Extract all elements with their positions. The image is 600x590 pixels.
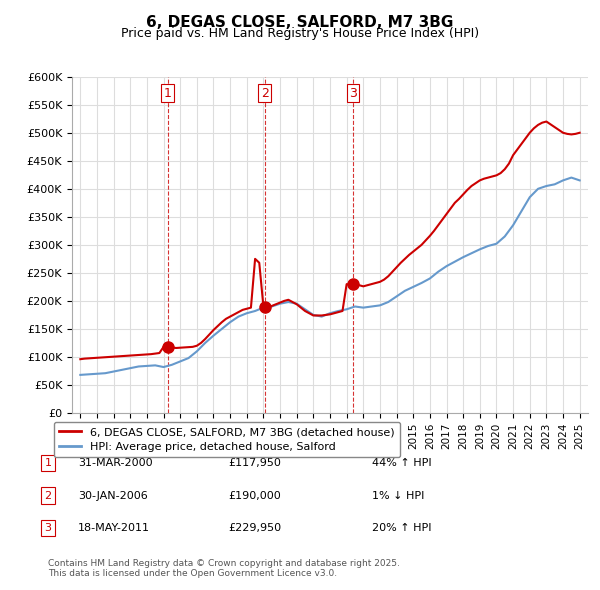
Text: Price paid vs. HM Land Registry's House Price Index (HPI): Price paid vs. HM Land Registry's House … (121, 27, 479, 40)
Text: 2: 2 (261, 87, 269, 100)
Text: 1: 1 (164, 87, 172, 100)
Text: 3: 3 (349, 87, 357, 100)
Text: 1% ↓ HPI: 1% ↓ HPI (372, 491, 424, 500)
Text: £117,950: £117,950 (228, 458, 281, 468)
Text: 6, DEGAS CLOSE, SALFORD, M7 3BG: 6, DEGAS CLOSE, SALFORD, M7 3BG (146, 15, 454, 30)
Text: £190,000: £190,000 (228, 491, 281, 500)
Text: 1: 1 (44, 458, 52, 468)
Legend: 6, DEGAS CLOSE, SALFORD, M7 3BG (detached house), HPI: Average price, detached h: 6, DEGAS CLOSE, SALFORD, M7 3BG (detache… (53, 421, 400, 457)
Text: Contains HM Land Registry data © Crown copyright and database right 2025.
This d: Contains HM Land Registry data © Crown c… (48, 559, 400, 578)
Text: 3: 3 (44, 523, 52, 533)
Text: 44% ↑ HPI: 44% ↑ HPI (372, 458, 431, 468)
Text: 31-MAR-2000: 31-MAR-2000 (78, 458, 152, 468)
Text: 2: 2 (44, 491, 52, 500)
Text: £229,950: £229,950 (228, 523, 281, 533)
Text: 30-JAN-2006: 30-JAN-2006 (78, 491, 148, 500)
Text: 20% ↑ HPI: 20% ↑ HPI (372, 523, 431, 533)
Text: 18-MAY-2011: 18-MAY-2011 (78, 523, 150, 533)
